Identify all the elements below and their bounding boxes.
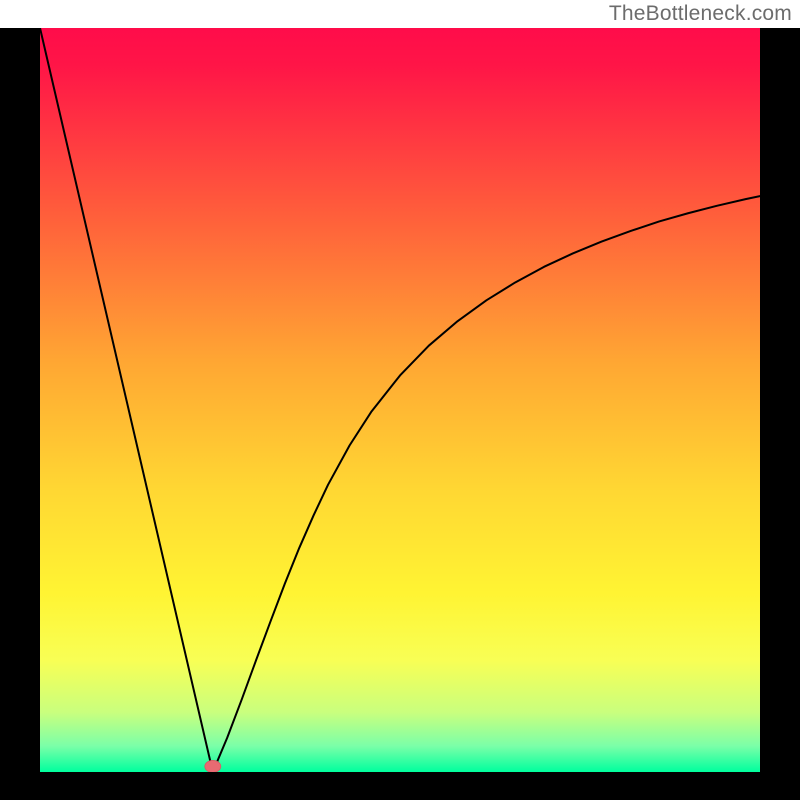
plot-background [40,28,760,772]
chart-container: TheBottleneck.com [0,0,800,800]
axis-right-border [760,28,800,800]
watermark-text: TheBottleneck.com [609,2,792,26]
axis-bottom-border [0,772,800,800]
axis-left-border [0,28,40,800]
bottleneck-chart [0,0,800,800]
minimum-marker [205,760,221,772]
